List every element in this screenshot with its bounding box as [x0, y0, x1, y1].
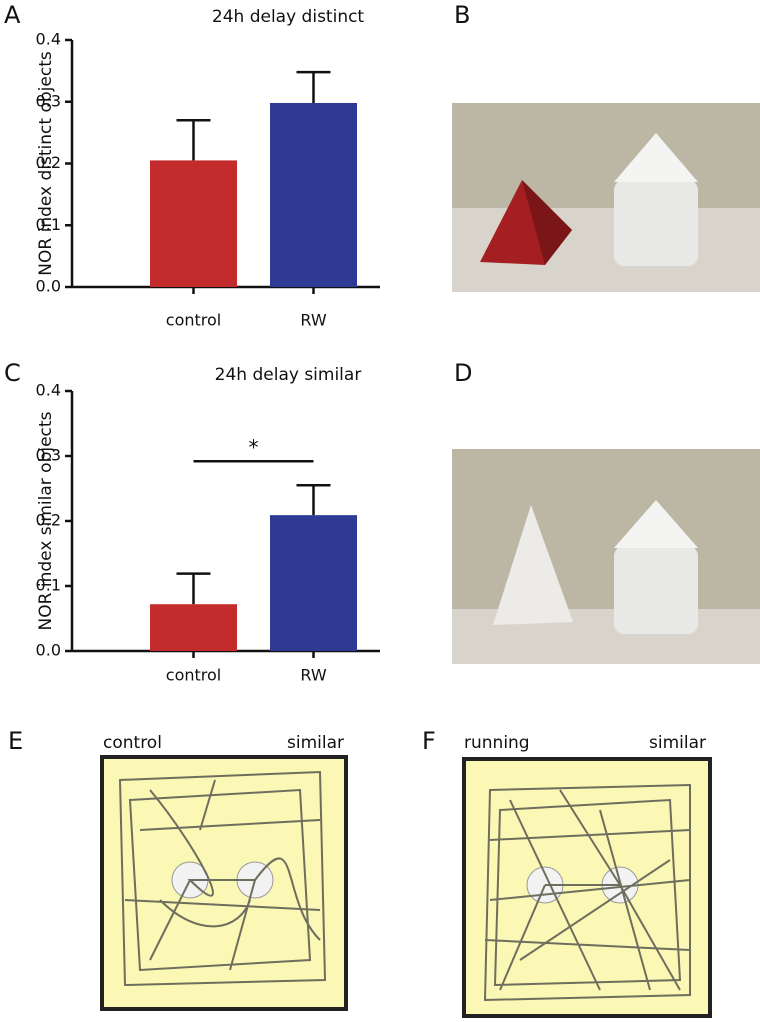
y-tick-label: 0.1 — [36, 215, 61, 234]
track-group: control — [103, 733, 162, 753]
x-tick-label: RW — [300, 666, 326, 685]
track-e — [100, 755, 348, 1011]
y-tick-label: 0.3 — [36, 91, 61, 110]
panel-letter: D — [454, 359, 472, 387]
y-tick-label: 0.4 — [36, 30, 61, 49]
y-tick-label: 0.1 — [36, 576, 61, 595]
panel-letter: A — [4, 1, 21, 29]
y-tick-label: 0.3 — [36, 446, 61, 465]
panel-letter: C — [4, 359, 21, 387]
panel-letter: E — [8, 727, 23, 755]
panel-letter: B — [454, 1, 470, 29]
photo-b — [452, 103, 760, 292]
bar — [150, 604, 237, 651]
x-tick-label: control — [166, 311, 221, 330]
y-tick-label: 0.2 — [36, 153, 61, 172]
track-condition: similar — [287, 733, 344, 753]
track-group: running — [464, 733, 530, 753]
x-tick-label: control — [166, 666, 221, 685]
x-tick-label: RW — [300, 311, 326, 330]
bar — [270, 515, 357, 651]
photo-d — [452, 449, 760, 664]
bar — [270, 102, 357, 287]
significance-label: * — [249, 436, 259, 460]
y-tick-label: 0.2 — [36, 511, 61, 530]
track-f — [462, 757, 712, 1018]
y-tick-label: 0.0 — [36, 277, 61, 296]
track-condition: similar — [649, 733, 706, 753]
panel-letter: F — [422, 727, 436, 755]
y-axis-label: NOR index similar objects — [36, 411, 56, 630]
y-tick-label: 0.4 — [36, 381, 61, 400]
chart-title: 24h delay similar — [215, 365, 362, 385]
bar — [150, 160, 237, 287]
chart-title: 24h delay distinct — [212, 7, 365, 27]
y-axis-label: NOR index distinct objects — [36, 51, 56, 276]
y-tick-label: 0.0 — [36, 641, 61, 660]
